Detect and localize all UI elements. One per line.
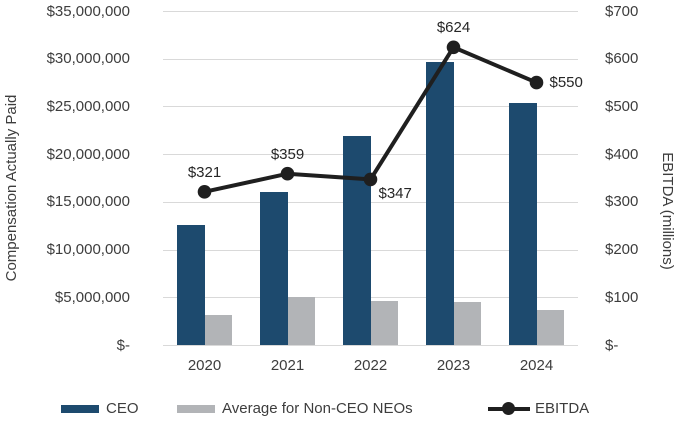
bar-average-for-non-ceo-neos-2024 — [536, 309, 564, 345]
data-label-ebitda-2022: $347 — [378, 185, 412, 203]
gridline — [163, 201, 578, 203]
legend-swatch-average-for-non-ceo-neos — [177, 404, 215, 413]
right-tick-label: $400 — [605, 145, 639, 163]
x-axis-label-2023: 2023 — [436, 357, 471, 374]
right-tick-label: $100 — [605, 288, 639, 306]
ebitda-point-2023 — [446, 40, 461, 55]
plot-area — [163, 11, 578, 346]
x-axis-label-2024: 2024 — [519, 357, 554, 374]
legend-label-ceo: CEO — [106, 400, 139, 417]
bar-average-for-non-ceo-neos-2022 — [370, 300, 398, 345]
left-tick-label: $25,000,000 — [46, 97, 130, 115]
gridline — [163, 106, 578, 108]
left-tick-label: $10,000,000 — [46, 241, 130, 259]
legend-item-ebitda: EBITDA — [488, 400, 589, 417]
gridline — [163, 345, 578, 346]
legend-label-ebitda: EBITDA — [535, 400, 590, 417]
bar-ceo-2021 — [260, 192, 288, 345]
gridline — [163, 58, 578, 60]
right-tick-label: $- — [605, 336, 619, 354]
left-tick-label: $15,000,000 — [46, 193, 130, 211]
x-axis-label-2020: 2020 — [187, 357, 222, 374]
ebitda-line — [204, 44, 538, 194]
left-tick-label: $35,000,000 — [46, 2, 130, 20]
bar-average-for-non-ceo-neos-2023 — [453, 302, 481, 345]
legend-line-marker-ebitda — [488, 402, 530, 415]
legend-dot — [502, 402, 515, 415]
ebitda-point-2020 — [197, 185, 212, 199]
left-tick-label: $30,000,000 — [46, 50, 130, 68]
right-tick-label: $700 — [605, 2, 639, 20]
bar-average-for-non-ceo-neos-2020 — [204, 315, 232, 345]
bar-ceo-2023 — [426, 61, 454, 345]
data-label-ebitda-2023: $624 — [436, 19, 471, 37]
legend-label-average-for-non-ceo-neos: Average for Non-CEO NEOs — [222, 400, 413, 417]
gridline — [163, 249, 578, 251]
ebitda-point-2024 — [529, 75, 544, 90]
right-tick-label: $500 — [605, 97, 639, 115]
bar-ceo-2022 — [343, 136, 371, 345]
right-tick-label: $600 — [605, 50, 639, 68]
right-tick-label: $200 — [605, 241, 639, 259]
x-axis-label-2022: 2022 — [353, 357, 388, 374]
gridline — [163, 154, 578, 156]
bar-ceo-2020 — [177, 224, 205, 345]
legend-item-average-for-non-ceo-neos: Average for Non-CEO NEOs — [177, 400, 413, 417]
left-tick-label: $20,000,000 — [46, 145, 130, 163]
data-label-ebitda-2021: $359 — [270, 145, 305, 163]
right-tick-label: $300 — [605, 193, 639, 211]
left-tick-label: $5,000,000 — [54, 288, 130, 306]
data-label-ebitda-2020: $321 — [187, 163, 222, 181]
left-tick-label: $- — [116, 336, 130, 354]
gridline — [163, 297, 578, 299]
data-label-ebitda-2024: $550 — [549, 73, 583, 91]
ebitda-point-2022 — [363, 172, 378, 187]
gridline — [163, 11, 578, 12]
bar-ceo-2024 — [509, 102, 537, 345]
bar-average-for-non-ceo-neos-2021 — [287, 297, 315, 345]
legend-swatch-ceo — [61, 404, 99, 413]
legend-item-ceo: CEO — [61, 400, 139, 417]
x-axis-label-2021: 2021 — [270, 357, 305, 374]
ebitda-point-2021 — [280, 166, 295, 181]
